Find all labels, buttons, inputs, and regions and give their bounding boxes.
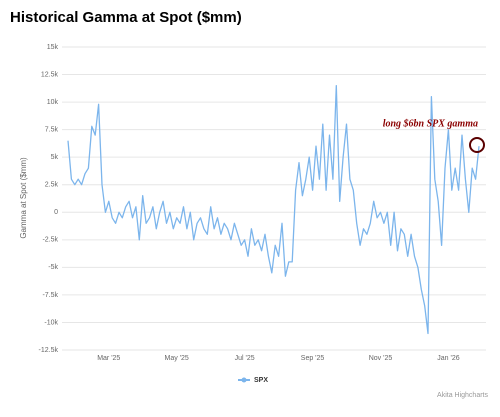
y-tick-label: -2.5k xyxy=(42,237,58,244)
x-tick-label: May '25 xyxy=(165,355,189,362)
y-tick-label: -7.5k xyxy=(42,292,58,299)
y-tick-label: 5k xyxy=(51,154,59,161)
x-tick-label: Mar '25 xyxy=(97,355,120,362)
plot: -12.5k -10k -7.5k -5k -2.5k 0 2.5k 5k 7.5k 10k 12.… xyxy=(39,44,486,384)
chart-title: Historical Gamma at Spot ($mm) xyxy=(10,9,242,26)
annotation-circle xyxy=(469,137,485,153)
y-tick-label: 0 xyxy=(54,209,58,216)
x-tick-label: Sep '25 xyxy=(301,355,325,362)
y-tick-label: 12.5k xyxy=(41,71,59,78)
y-tick-label: 2.5k xyxy=(45,182,59,189)
x-tick-label: Jul '25 xyxy=(235,355,255,362)
credit: Akita Highcharts xyxy=(437,392,488,399)
y-axis-label: Gamma at Spot ($mm) xyxy=(19,157,28,239)
y-tick-label: 15k xyxy=(47,44,59,51)
line-series xyxy=(67,84,480,335)
y-tick-label: -10k xyxy=(44,319,58,326)
legend-label: SPX xyxy=(254,377,268,384)
legend-marker xyxy=(241,377,247,383)
x-tick-label: Jan '26 xyxy=(437,355,459,362)
x-tick-label: Nov '25 xyxy=(369,355,393,362)
y-tick-label: 7.5k xyxy=(45,126,59,133)
annotation: long $6bn SPX gamma xyxy=(383,118,478,129)
y-tick-label: -12.5k xyxy=(39,347,59,354)
y-tick-label: -5k xyxy=(48,264,58,271)
y-tick-label: 10k xyxy=(47,99,59,106)
